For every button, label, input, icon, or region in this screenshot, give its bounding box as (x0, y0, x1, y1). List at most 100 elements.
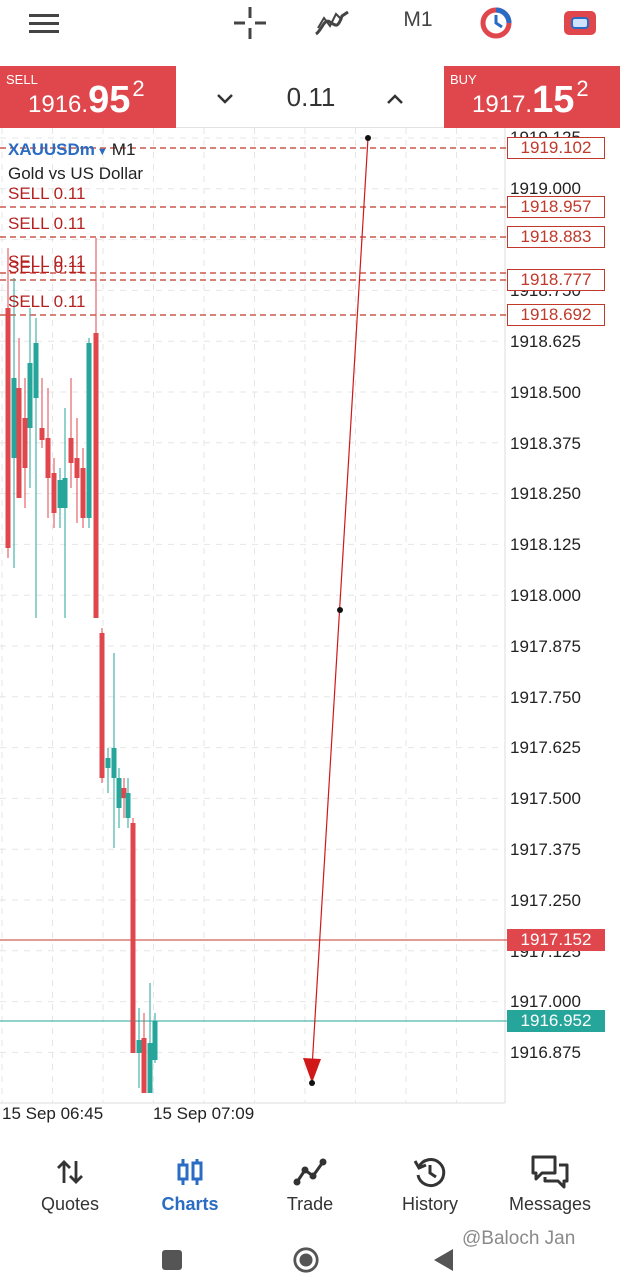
trendline-arrow (311, 137, 369, 1069)
candle-body (45, 438, 51, 478)
nav-history[interactable]: History (368, 1140, 492, 1224)
watermark-text: @Baloch Jan (462, 1228, 576, 1249)
trade-icon (248, 1152, 372, 1192)
timeframe-button[interactable]: M1 (403, 8, 433, 31)
sell-price-sup: 2 (132, 76, 145, 101)
symbol-description: Gold vs US Dollar (8, 164, 144, 183)
buy-label: BUY (450, 72, 477, 87)
candle-body (86, 343, 92, 518)
candle-body (57, 480, 63, 508)
symbol-timeframe: M1 (111, 140, 136, 159)
candle-body (116, 778, 122, 808)
candle-body (27, 363, 33, 428)
sell-price: 1916.952 (28, 76, 145, 122)
symbol-name[interactable]: XAUUSDm (8, 140, 95, 159)
candle-body (39, 428, 45, 440)
square-icon (162, 1250, 182, 1270)
symbol-dropdown-icon[interactable]: ▼ (96, 146, 108, 158)
lot-control: 0.11 (176, 66, 444, 128)
indicator-icon[interactable] (312, 4, 352, 42)
bottom-navigation: Quotes Charts Trade History Messages (0, 1140, 620, 1224)
order-price-tag[interactable]: 1919.102 (507, 137, 605, 159)
ask-price-tag: 1917.152 (507, 929, 605, 951)
nav-trade[interactable]: Trade (248, 1140, 372, 1224)
chevron-down-icon (217, 94, 233, 104)
y-axis-tick: 1916.875 (510, 1043, 581, 1062)
nav-quotes[interactable]: Quotes (8, 1140, 132, 1224)
account-icon[interactable] (560, 4, 600, 42)
lot-decrease-button[interactable] (210, 84, 240, 114)
candle-body (68, 438, 74, 463)
order-price-tag[interactable]: 1918.957 (507, 196, 605, 218)
candle-body (11, 378, 17, 458)
buy-price: 1917.152 (472, 76, 589, 122)
nav-label: Charts (161, 1194, 219, 1214)
nav-label: Quotes (40, 1194, 100, 1214)
y-axis-tick: 1918.500 (510, 383, 581, 402)
candle-body (33, 343, 39, 398)
candle-body (121, 788, 127, 798)
x-axis-tick: 15 Sep 07:09 (153, 1104, 255, 1123)
candle-body (141, 1038, 147, 1093)
y-axis-tick: 1917.000 (510, 992, 581, 1011)
order-label: SELL 0.11 (8, 252, 86, 271)
one-click-trade-panel: SELL 1916.952 0.11 BUY 1917.152 (0, 66, 620, 128)
candle-body (130, 823, 136, 1053)
candle-body (111, 748, 117, 778)
y-axis-tick: 1917.750 (510, 688, 581, 707)
sell-button[interactable]: SELL 1916.952 (0, 66, 176, 128)
nav-label: History (401, 1194, 458, 1214)
menu-icon[interactable] (24, 4, 64, 42)
trendline-anchor (365, 135, 371, 141)
lot-increase-button[interactable] (380, 84, 410, 114)
sell-price-main: 1916. (28, 91, 89, 118)
back-button[interactable] (430, 1246, 458, 1274)
candle-body (80, 468, 86, 518)
order-price-tag[interactable]: 1918.883 (507, 226, 605, 248)
candle-body (99, 633, 105, 778)
y-axis-tick: 1917.250 (510, 891, 581, 910)
y-axis-tick: 1917.625 (510, 738, 581, 757)
messages-icon (488, 1152, 612, 1192)
quotes-icon (8, 1152, 132, 1192)
crosshair-icon[interactable] (230, 4, 270, 42)
candle-body (147, 1043, 153, 1093)
nav-messages[interactable]: Messages (488, 1140, 612, 1224)
charts-icon (128, 1152, 252, 1192)
trendline-anchor (309, 1080, 315, 1086)
y-axis-tick: 1917.500 (510, 789, 581, 808)
candle-body (105, 758, 111, 768)
chart-canvas[interactable] (0, 128, 620, 1128)
back-triangle-icon (434, 1249, 453, 1271)
nav-charts[interactable]: Charts (128, 1140, 252, 1224)
sell-price-big: 95 (88, 79, 131, 121)
buy-button[interactable]: BUY 1917.152 (444, 66, 620, 128)
system-navigation-bar (0, 1236, 620, 1280)
order-price-tag[interactable]: 1918.692 (507, 304, 605, 326)
nav-label: Messages (508, 1194, 592, 1214)
candle-body (136, 1040, 142, 1053)
y-axis-tick: 1918.625 (510, 332, 581, 351)
lot-size-value[interactable]: 0.11 (286, 82, 336, 112)
top-toolbar: M1 (0, 0, 620, 46)
order-label: SELL 0.11 (8, 184, 86, 203)
candle-body (74, 458, 80, 478)
sell-label: SELL (6, 72, 38, 87)
nav-label: Trade (286, 1194, 334, 1214)
arrow-head (303, 1058, 321, 1083)
y-axis-tick: 1918.250 (510, 484, 581, 503)
trendline-anchor (337, 607, 343, 613)
home-button[interactable] (292, 1246, 320, 1274)
candle-body (22, 418, 28, 468)
price-chart[interactable]: XAUUSDm ▼ M1 Gold vs US Dollar SELL 0.11 S… (0, 128, 620, 1128)
objects-icon[interactable] (476, 4, 516, 42)
order-price-tag[interactable]: 1918.777 (507, 269, 605, 291)
candle-body (5, 308, 11, 548)
bid-price-tag: 1916.952 (507, 1010, 605, 1032)
buy-price-big: 15 (532, 79, 575, 121)
y-axis-tick: 1918.000 (510, 586, 581, 605)
chevron-up-icon (387, 94, 403, 104)
candle-body (62, 478, 68, 508)
y-axis-tick: 1917.875 (510, 637, 581, 656)
recents-button[interactable] (158, 1246, 186, 1274)
